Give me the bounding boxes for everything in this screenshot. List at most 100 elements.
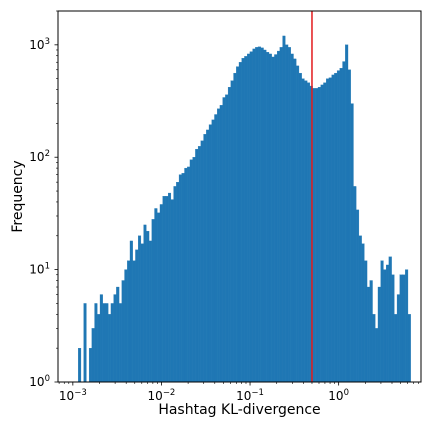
histogram-bar <box>276 50 281 383</box>
histogram-bar <box>184 167 188 383</box>
histogram-bar <box>366 286 370 383</box>
histogram-bar <box>375 328 379 383</box>
histogram-bar <box>342 61 346 383</box>
histogram-bar <box>323 82 327 383</box>
histogram-bar <box>211 119 215 383</box>
histogram-bar <box>353 186 357 383</box>
histogram-bar <box>157 212 161 383</box>
histogram-bar <box>249 51 253 383</box>
histogram-bar <box>102 303 106 383</box>
histogram-bar <box>304 80 308 383</box>
histogram-bar <box>206 129 210 383</box>
histogram-bar <box>173 186 177 383</box>
histogram-bar <box>140 243 144 383</box>
histogram-bar <box>83 303 87 383</box>
histogram-bar <box>148 240 152 383</box>
histogram-bar <box>105 303 109 383</box>
histogram-bar <box>165 196 169 383</box>
histogram-bar <box>274 54 278 383</box>
histogram-bar <box>391 274 395 383</box>
histogram-bar <box>189 159 193 383</box>
histogram-bar <box>192 157 196 383</box>
histogram-bar <box>358 235 362 383</box>
histogram-bar <box>127 260 131 383</box>
histogram-bar <box>293 58 297 383</box>
histogram-bar <box>298 72 302 383</box>
x-axis-label: Hashtag KL-divergence <box>158 402 320 418</box>
histogram-bar <box>326 78 330 383</box>
histogram-bar <box>208 124 212 383</box>
y-tick-label: 102 <box>29 149 50 164</box>
plot-frame <box>57 10 422 383</box>
histogram-bar <box>135 249 139 383</box>
histogram-bar <box>197 146 201 383</box>
histogram-bar <box>285 44 289 383</box>
histogram-bar <box>203 134 207 383</box>
histogram-bar <box>91 328 95 383</box>
histogram-bar <box>132 260 136 383</box>
histogram-bar <box>317 87 321 383</box>
histogram-bar <box>94 303 98 383</box>
histogram-bar <box>369 280 373 383</box>
histogram-bar <box>143 224 147 383</box>
histogram-bar <box>146 230 150 383</box>
histogram-bar <box>233 72 237 383</box>
histogram-bar <box>396 294 400 383</box>
histogram-bar <box>154 208 158 383</box>
histogram-bar <box>159 204 163 383</box>
histogram-bar <box>336 70 340 383</box>
histogram-bar <box>388 256 392 383</box>
histogram-bar <box>315 88 319 383</box>
histogram-bar <box>252 48 256 383</box>
histogram-bar <box>334 72 338 383</box>
histogram-bar <box>88 348 93 383</box>
histogram-bar <box>113 294 117 383</box>
histogram-bar <box>97 314 101 383</box>
histogram-bar <box>219 105 223 383</box>
histogram-bar <box>162 196 166 383</box>
histogram-bar <box>241 58 245 383</box>
histogram-bar <box>407 314 411 383</box>
histogram-bar <box>222 97 226 383</box>
histogram-bar <box>124 269 128 383</box>
histogram-bar <box>290 53 294 383</box>
histogram-bar <box>129 240 133 383</box>
histogram-bar <box>345 44 349 383</box>
histogram-bar <box>364 260 368 383</box>
x-tick-label: 100 <box>328 388 349 403</box>
histogram-bar <box>350 103 354 383</box>
histogram-bar <box>328 77 332 383</box>
histogram-bar <box>372 314 376 383</box>
y-tick-label: 103 <box>29 37 50 52</box>
histogram-bars <box>78 35 411 383</box>
histogram-bar <box>257 46 261 383</box>
histogram-bar <box>110 303 114 383</box>
histogram-bar <box>170 199 174 383</box>
histogram-bar <box>402 274 406 383</box>
histogram-bar <box>356 209 360 383</box>
histogram-bar <box>230 80 234 383</box>
histogram-bar <box>347 69 351 383</box>
histogram-bar <box>214 114 218 383</box>
histogram-bar <box>361 243 365 383</box>
y-axis-label: Frequency <box>10 160 26 232</box>
histogram-bar <box>247 53 251 383</box>
histogram-bar <box>405 269 409 383</box>
histogram-bar <box>263 49 267 383</box>
histogram-bar <box>99 294 103 383</box>
y-tick-label: 100 <box>29 374 50 389</box>
histogram-bar <box>121 280 125 383</box>
x-tick-label: 10−2 <box>148 388 176 403</box>
histogram-bar <box>301 78 305 383</box>
histogram-bar <box>217 108 221 383</box>
histogram-bar <box>225 94 229 383</box>
histogram-bar <box>176 182 180 383</box>
histogram-bar <box>178 174 182 383</box>
histogram-bar <box>236 66 240 383</box>
histogram-bar <box>339 68 343 383</box>
histogram-bar <box>78 348 82 383</box>
histogram-bar <box>306 82 310 383</box>
histogram-bar <box>118 303 122 383</box>
histogram-bar <box>399 274 403 383</box>
